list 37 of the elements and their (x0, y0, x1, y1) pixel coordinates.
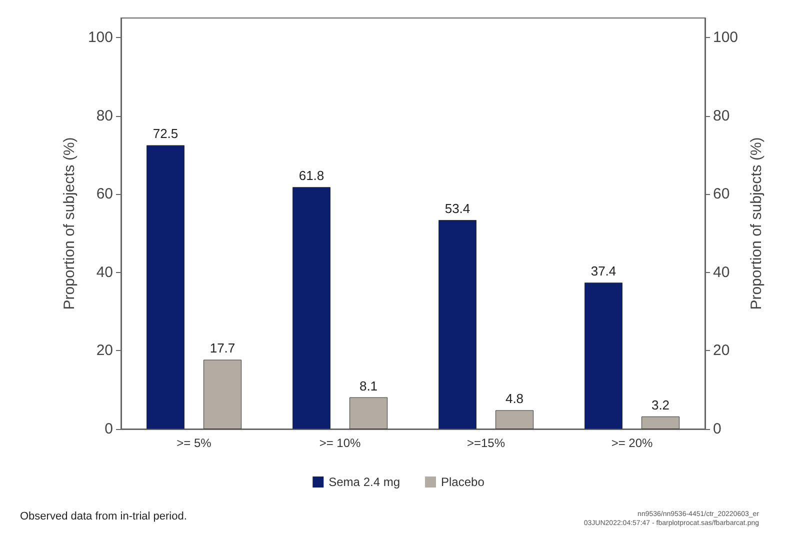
y2-axis-title: Proportion of subjects (%) (748, 137, 765, 310)
data-label: 37.4 (590, 264, 616, 279)
bar (350, 397, 388, 429)
bar (292, 187, 330, 429)
bar (146, 145, 184, 429)
y-tick-label: 40 (96, 264, 113, 281)
y2-tick-label: 20 (713, 342, 730, 360)
y2-tick-label: 0 (713, 420, 722, 438)
data-label: 61.8 (298, 168, 324, 184)
bar (584, 282, 622, 429)
legend-label: Placebo (441, 475, 485, 489)
y-tick-label: 80 (96, 107, 113, 124)
x-tick-label: >= 10% (319, 436, 362, 450)
y2-tick-label: 60 (713, 186, 730, 203)
y-tick-label: 20 (96, 342, 113, 360)
data-label: 17.7 (210, 340, 236, 356)
data-label: 53.4 (444, 200, 470, 216)
text: Observed data from in-trial period. (20, 510, 187, 522)
y2-tick-label: 100 (713, 29, 738, 46)
y-tick-label: 100 (88, 29, 113, 46)
bar (438, 220, 476, 429)
bar (204, 360, 242, 429)
y-axis-title: Proportion of subjects (%) (61, 137, 78, 310)
bar (642, 416, 680, 429)
legend-label: Sema 2.4 mg (328, 475, 400, 489)
y2-tick-label: 80 (713, 107, 730, 124)
y2-tick-label: 40 (713, 264, 730, 281)
x-tick-label: >= 5% (176, 436, 212, 450)
y-tick-label: 0 (104, 420, 113, 438)
y-tick-label: 60 (96, 186, 113, 203)
data-label: 4.8 (505, 391, 524, 406)
data-label: 8.1 (359, 378, 378, 394)
x-tick-label: >= 20% (611, 436, 654, 450)
bar (496, 410, 534, 429)
x-tick-label: >=15% (466, 436, 506, 450)
data-label: 72.5 (152, 126, 178, 142)
data-label: 3.2 (651, 397, 670, 412)
